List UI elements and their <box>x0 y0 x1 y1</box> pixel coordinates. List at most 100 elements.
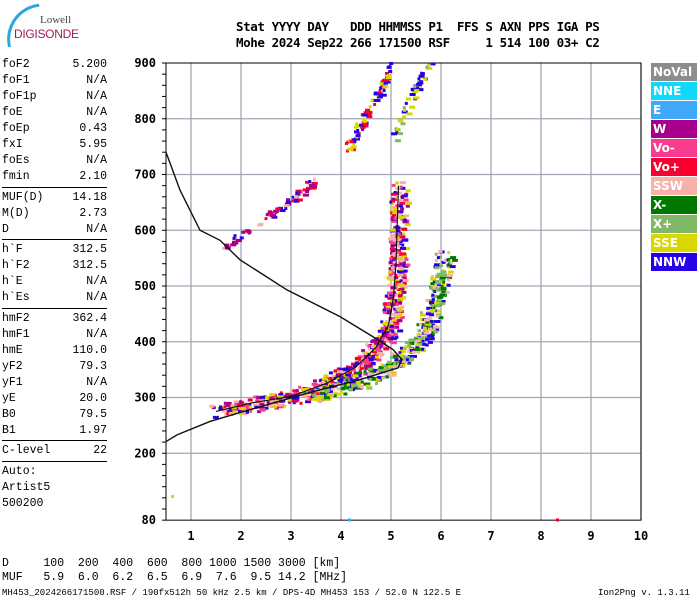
echo-point <box>316 392 320 396</box>
echo-point <box>441 273 446 277</box>
echo-point <box>414 89 420 93</box>
echo-point <box>380 320 384 324</box>
echo-point <box>403 348 406 352</box>
echo-point <box>395 315 401 319</box>
echo-point <box>318 400 323 404</box>
echo-point <box>340 387 346 391</box>
echo-point <box>376 375 381 379</box>
echo-point <box>259 222 264 226</box>
echo-point <box>442 280 446 284</box>
echo-point <box>246 230 252 234</box>
echo-point <box>389 209 394 213</box>
echo-point <box>404 257 409 261</box>
echo-point <box>348 387 353 391</box>
echo-point <box>348 518 351 522</box>
echo-point <box>381 334 388 337</box>
echo-point <box>392 303 399 307</box>
echo-point <box>279 400 284 403</box>
echo-point <box>354 137 360 141</box>
echo-point <box>443 259 447 262</box>
echo-point <box>368 111 373 114</box>
echo-point <box>239 407 246 411</box>
echo-point <box>318 385 322 389</box>
echo-point <box>407 361 412 365</box>
echo-point <box>438 274 443 278</box>
echo-point <box>432 297 435 301</box>
echo-point <box>312 397 318 401</box>
echo-point <box>311 382 318 386</box>
echo-point <box>393 191 397 194</box>
echo-point <box>277 405 284 409</box>
echo-point <box>421 347 425 351</box>
echo-point <box>311 186 317 190</box>
param-row-foep: foEp 0.43 <box>2 121 107 137</box>
param-name: B1 <box>2 423 16 437</box>
echo-point <box>430 304 435 308</box>
echo-point <box>307 395 313 399</box>
echo-point <box>382 89 386 92</box>
echo-point <box>402 106 406 110</box>
echo-point <box>386 291 393 295</box>
echo-point <box>394 293 398 297</box>
echo-point <box>393 299 398 303</box>
echo-point <box>271 215 278 219</box>
echo-point <box>373 357 378 361</box>
echo-point <box>418 329 422 333</box>
echo-point <box>395 280 401 284</box>
param-name: hmE <box>2 343 23 357</box>
param-row-hf2: h`F2 312.5 <box>2 258 107 274</box>
echo-point <box>416 333 422 337</box>
echo-point <box>264 217 268 221</box>
echo-point <box>413 85 417 89</box>
echo-point <box>374 355 379 359</box>
echo-point <box>294 198 301 202</box>
echo-point <box>436 256 440 260</box>
echo-point <box>435 280 439 284</box>
echo-point <box>404 341 411 344</box>
echo-point <box>435 274 441 278</box>
echo-point <box>420 311 423 315</box>
echo-point <box>427 334 432 337</box>
echo-point <box>359 362 363 366</box>
echo-point <box>352 364 357 368</box>
echo-point <box>447 257 451 261</box>
echo-point <box>421 72 425 76</box>
param-value: 312.5 <box>72 259 107 272</box>
echo-point <box>374 99 381 102</box>
y-tick-label: 800 <box>134 112 156 126</box>
echo-point <box>297 192 301 196</box>
echo-point <box>399 350 406 353</box>
param-name: h`Es <box>2 291 30 304</box>
echo-point <box>419 313 426 317</box>
echo-point <box>378 93 383 97</box>
echo-point <box>360 380 364 384</box>
param-name: fmin <box>2 170 30 183</box>
echo-point <box>372 344 378 348</box>
echo-point <box>390 341 397 345</box>
echo-point <box>266 401 270 404</box>
echo-point <box>430 295 437 299</box>
autoscaling-info: Auto: <box>2 464 37 478</box>
echo-point <box>394 208 398 211</box>
electron-density-profile-curve <box>165 151 403 443</box>
param-row-clevel: C-level 22 <box>2 443 107 459</box>
echo-point <box>394 233 401 237</box>
echo-point <box>226 412 230 415</box>
echo-point <box>397 319 402 323</box>
echo-point <box>381 81 388 85</box>
echo-point <box>392 333 398 337</box>
echo-point <box>390 249 395 253</box>
param-row-hmf1: hmF1 N/A <box>2 327 107 343</box>
echo-point <box>396 127 400 131</box>
echo-point <box>439 264 443 268</box>
echo-point <box>393 307 397 311</box>
echo-point <box>268 403 274 407</box>
param-row-b1: B1 1.97 <box>2 423 107 439</box>
echo-point <box>450 256 457 260</box>
echo-point <box>417 88 424 92</box>
echo-point <box>333 369 340 373</box>
echo-point <box>418 322 423 326</box>
echo-point <box>361 117 365 121</box>
echo-point <box>295 396 300 400</box>
echo-point <box>337 392 342 396</box>
